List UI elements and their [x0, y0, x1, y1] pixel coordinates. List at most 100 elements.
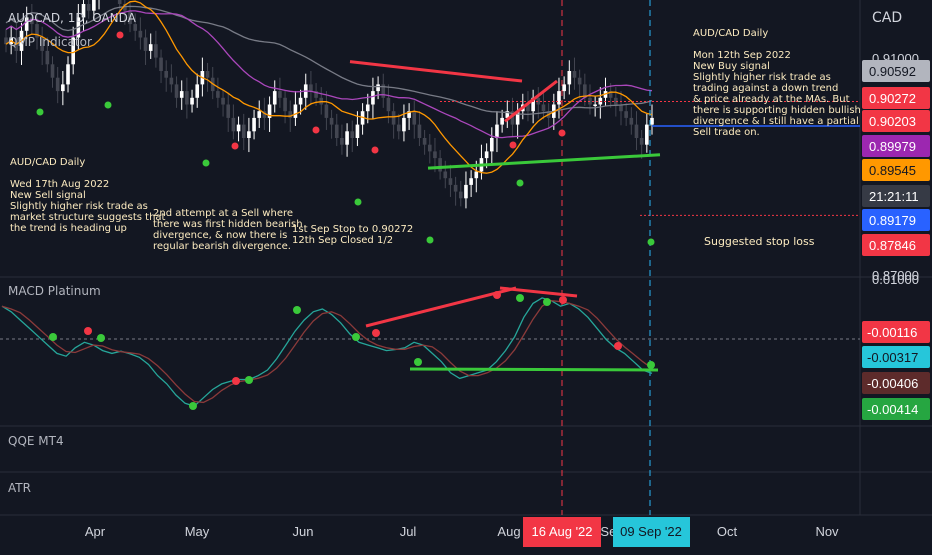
sell-signal-dot [558, 129, 566, 137]
candle-body [469, 178, 473, 185]
candle-body [283, 97, 287, 112]
candle-body [138, 30, 143, 38]
time-axis-month: Nov [815, 524, 839, 539]
macd-buy-dot [189, 402, 197, 410]
macd-buy-dot [245, 376, 253, 384]
candle-body [583, 84, 587, 98]
candle-body [61, 84, 65, 92]
candle-body [314, 91, 318, 98]
macd-bearish-divergence-line [365, 286, 517, 328]
macd-buy-dot [97, 334, 105, 342]
candle-body [334, 124, 339, 138]
candle-body [123, 4, 127, 11]
price-tag-label: 0.90272 [869, 91, 916, 106]
note-sell-signal: AUD/CAD Daily Wed 17th Aug 2022 New Sell… [10, 157, 166, 234]
candle-body [396, 124, 401, 132]
candle-body [50, 64, 55, 78]
macd-tag [862, 321, 930, 343]
macd-tag-label: -0.00406 [867, 376, 918, 391]
candle-body [133, 24, 138, 31]
candle-body [371, 91, 375, 105]
candle-body [464, 184, 468, 199]
candle-body [629, 117, 634, 125]
candle-body [293, 104, 298, 118]
macd-bullish-divergence-line [409, 367, 659, 372]
price-bearish-divergence-line [349, 60, 523, 83]
candle-body [190, 97, 194, 105]
note-stop-loss: Suggested stop loss [704, 235, 815, 248]
candle-body [650, 117, 654, 125]
candle-body [407, 111, 411, 118]
candle-body [567, 71, 572, 85]
ma-slow-line [5, 5, 653, 116]
candle-body [438, 158, 442, 172]
candle-body [252, 117, 256, 132]
macd-sell-dot [372, 329, 380, 337]
candle-body [495, 124, 499, 138]
sell-signal-dot [116, 31, 124, 39]
candle-body [624, 111, 628, 118]
sell-signal-dot [312, 126, 320, 134]
macd-pane-label[interactable]: MACD Platinum [8, 284, 101, 298]
candle-body [205, 71, 210, 78]
candle-body [298, 97, 303, 105]
candle-body [562, 84, 566, 92]
candle-body [288, 111, 293, 118]
candle-body [164, 71, 169, 78]
candle-body [66, 64, 70, 85]
candle-body [417, 124, 422, 138]
candle-body [639, 138, 644, 145]
candle-body [614, 97, 618, 105]
ma-fast-line [5, 0, 653, 174]
atr-pane-label[interactable]: ATR [8, 481, 31, 495]
candle-body [86, 4, 91, 11]
price-tag [862, 159, 930, 181]
time-axis-month: Oct [717, 524, 738, 539]
candle-body [324, 104, 329, 118]
candle-body [515, 111, 520, 125]
macd-line [1, 297, 653, 407]
candle-body [92, 0, 96, 11]
qmp-indicator-label[interactable]: QMP Indicator [8, 35, 92, 49]
candle-body [634, 124, 639, 138]
price-tag-label: 0.87846 [869, 238, 916, 253]
candle-body [365, 104, 370, 112]
price-tag [862, 185, 930, 207]
price-tag-label: 0.89179 [869, 213, 916, 228]
candle-body [526, 104, 530, 112]
symbol-title[interactable]: AUDCAD, 1D, OANDA [8, 11, 136, 25]
price-tag-label: 21:21:11 [869, 189, 919, 204]
candle-body [174, 84, 179, 98]
candle-body [221, 97, 225, 105]
candle-body [226, 104, 231, 118]
macd-buy-dot [49, 333, 57, 341]
qqe-pane-label[interactable]: QQE MT4 [8, 434, 64, 448]
price-tag-label: 0.89979 [869, 139, 916, 154]
macd-sell-dot [84, 327, 92, 335]
price-tag-label: 0.90203 [869, 114, 916, 129]
candle-body [489, 138, 494, 152]
price-tick-label: 0.87000 [872, 268, 919, 283]
candle-body [30, 17, 34, 25]
macd-signal-line [1, 300, 653, 404]
candle-body [45, 50, 50, 65]
macd-sell-dot [493, 291, 501, 299]
candle-body [608, 91, 613, 98]
currency-label: CAD [872, 10, 903, 26]
candle-body [412, 111, 417, 125]
sell-signal-dot [371, 146, 379, 154]
buy-signal-dot [516, 179, 524, 187]
candle-body [381, 84, 386, 98]
buy-signal-dot [354, 198, 362, 206]
candle-body [128, 10, 132, 25]
candle-body [40, 37, 44, 51]
ma-mid-line [5, 10, 653, 139]
candle-body [267, 104, 272, 118]
macd-bearish-divergence-line-2 [499, 286, 578, 298]
macd-tag-label: -0.00116 [867, 325, 917, 340]
macd-tag-label: -0.00317 [867, 350, 918, 365]
time-marker-cyan [613, 517, 690, 547]
candle-body [24, 17, 29, 31]
